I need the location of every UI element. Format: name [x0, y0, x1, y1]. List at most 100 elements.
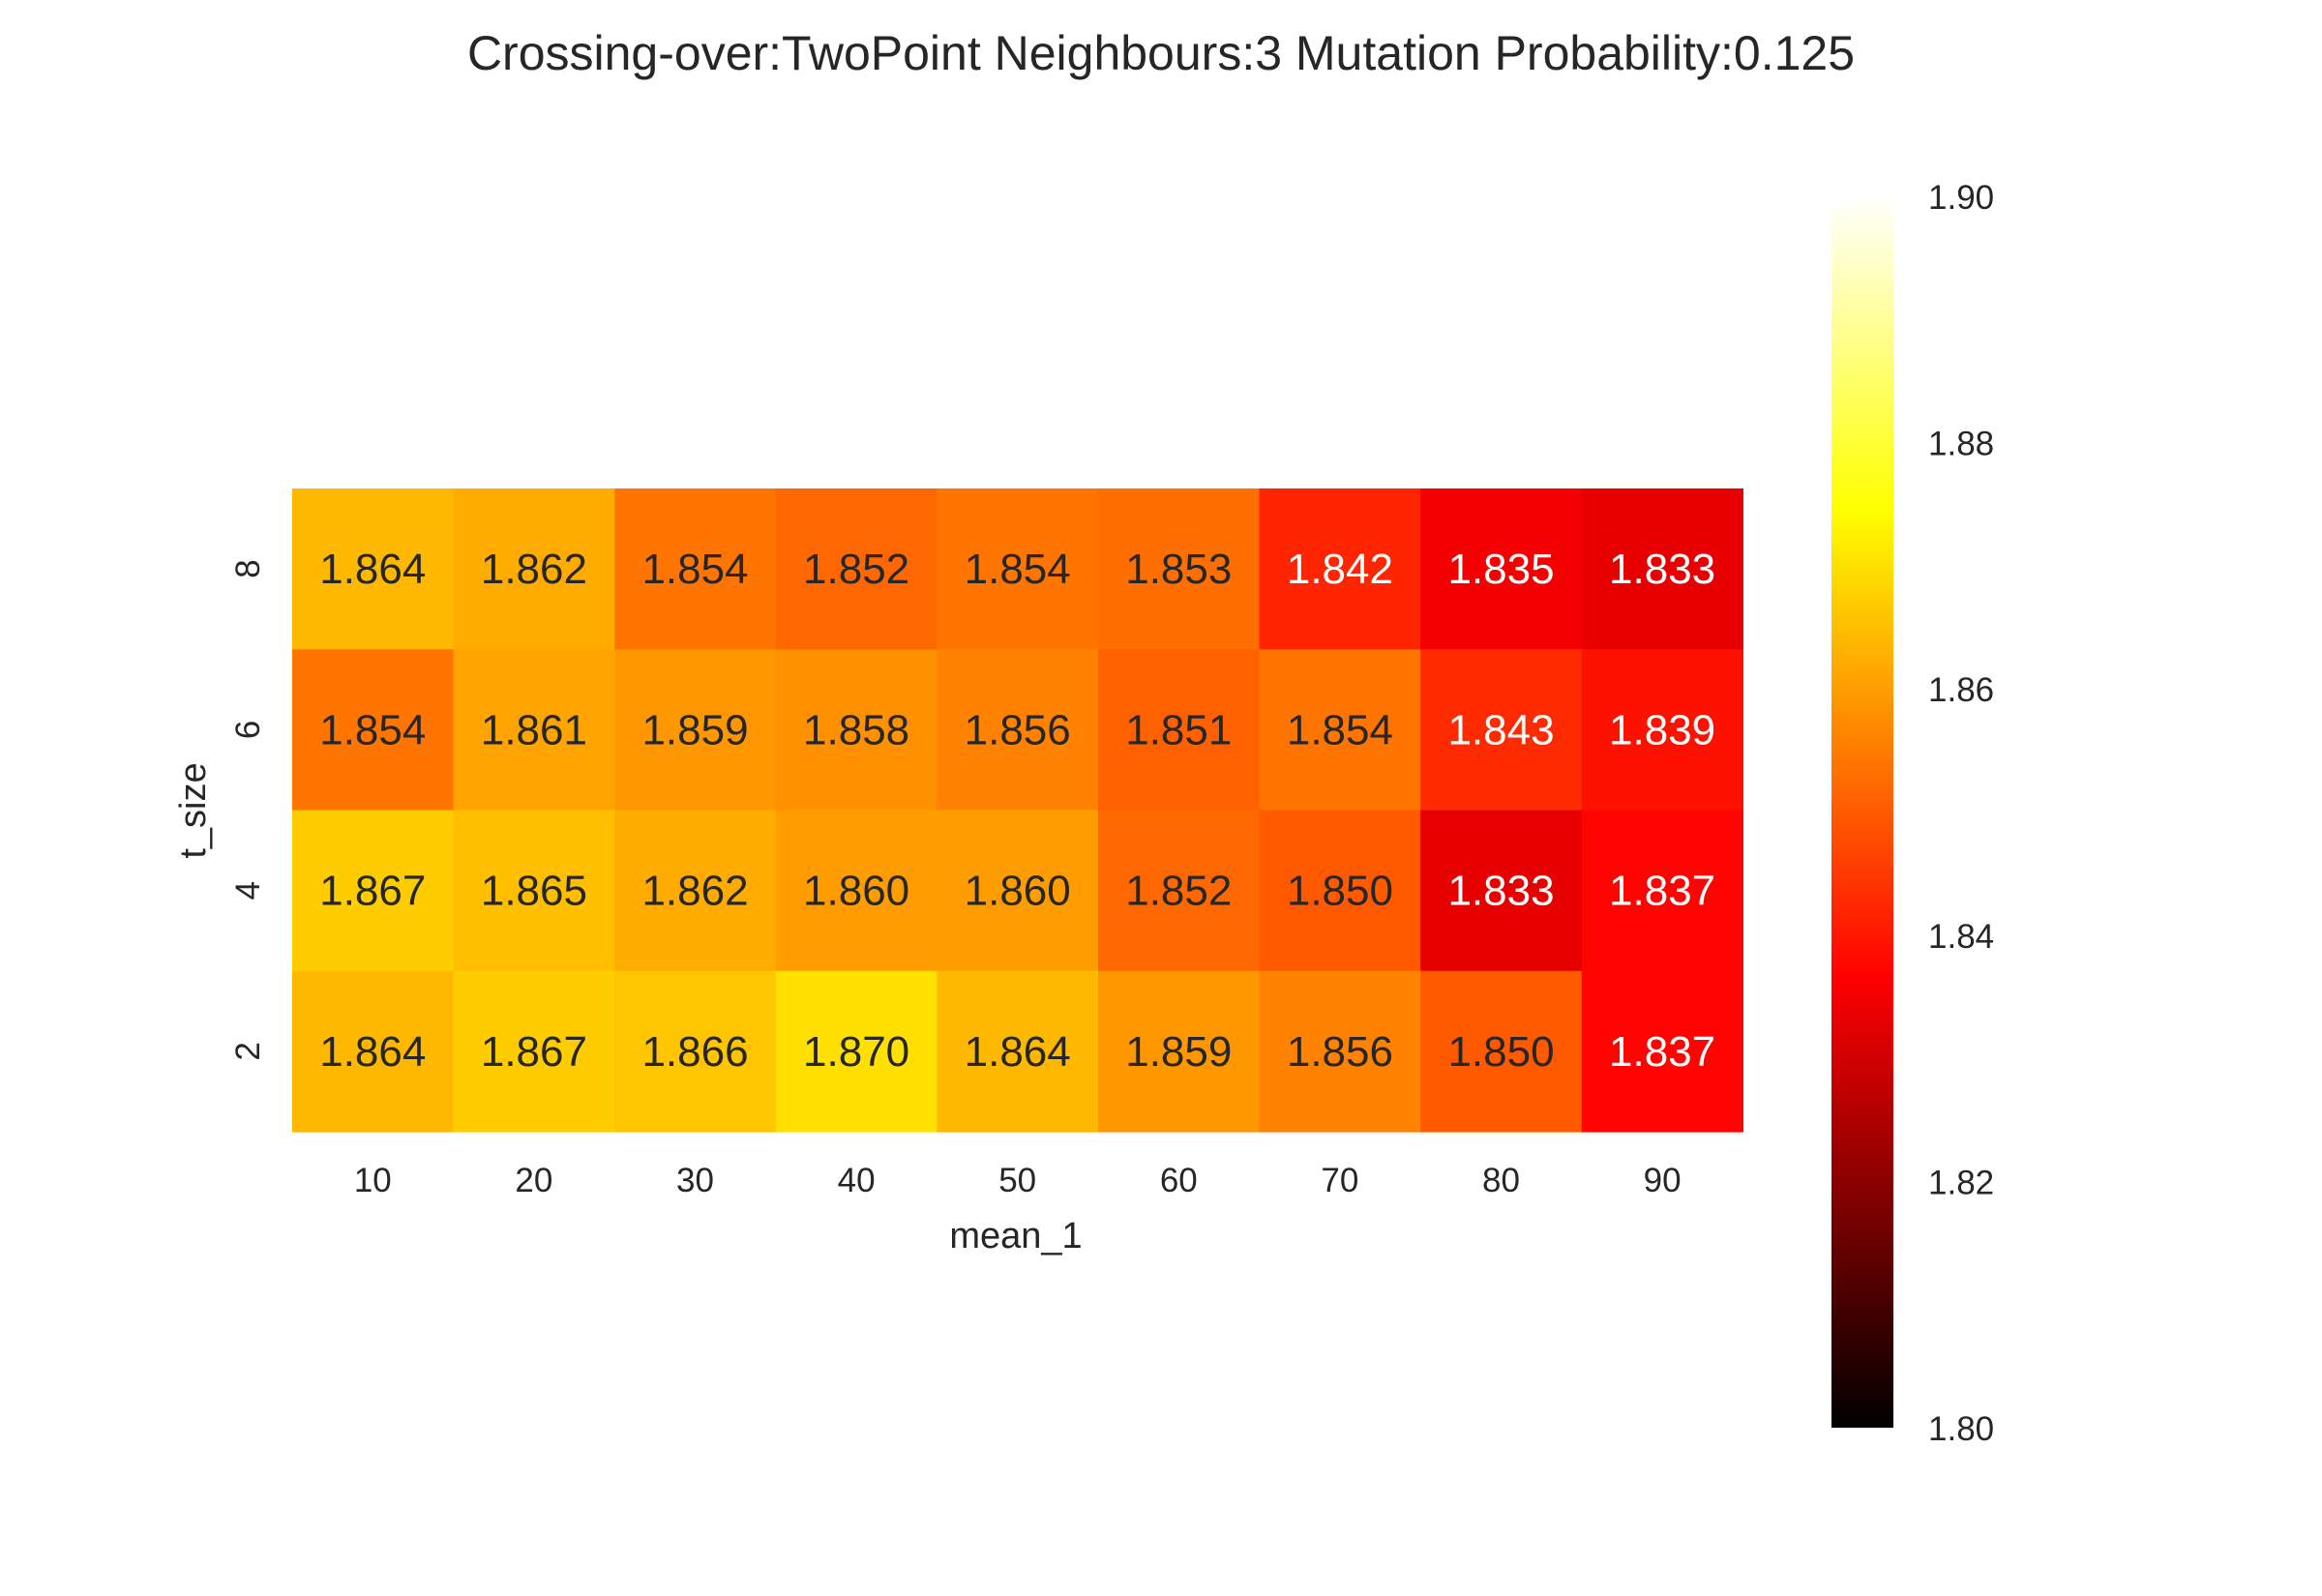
heatmap-cell [614, 970, 777, 1133]
x-tick-label: 90 [1644, 1162, 1682, 1199]
heatmap-cell [292, 810, 455, 972]
cell-value-label: 1.843 [1447, 706, 1554, 754]
heatmap-cell [775, 649, 938, 812]
heatmap-cell [937, 970, 1099, 1133]
cell-value-label: 1.864 [965, 1028, 1071, 1076]
cell-value-label: 1.833 [1609, 546, 1715, 593]
y-tick-label: 4 [229, 881, 267, 900]
heatmap-cell [1420, 488, 1583, 650]
heatmap-cell [775, 488, 938, 650]
y-axis-label: t_size [173, 762, 214, 858]
heatmap-cell [1420, 810, 1583, 972]
y-tick-label: 6 [229, 721, 267, 739]
heatmap-cell [614, 810, 777, 972]
cell-value-label: 1.854 [1287, 706, 1393, 754]
heatmap-cell [1420, 970, 1583, 1133]
cell-value-label: 1.864 [319, 1028, 426, 1076]
heatmap-cell [775, 810, 938, 972]
colorbar-ticks: 1.80 1.82 1.84 1.86 1.88 1.90 [1928, 179, 1994, 1448]
cell-value-label: 1.837 [1609, 1028, 1715, 1076]
colorbar-tick-label: 1.86 [1928, 671, 1994, 709]
cell-value-label: 1.856 [965, 706, 1071, 754]
heatmap-cell [1098, 488, 1261, 650]
cell-value-label: 1.851 [1125, 706, 1232, 754]
heatmap-cell [453, 488, 615, 650]
cell-value-label: 1.854 [965, 546, 1071, 593]
heatmap-cell [614, 488, 777, 650]
cell-value-label: 1.850 [1287, 868, 1393, 915]
heatmap-cell [1259, 488, 1421, 650]
colorbar-tick-label: 1.84 [1928, 918, 1994, 956]
colorbar-tick-label: 1.80 [1928, 1410, 1994, 1448]
cell-value-label: 1.853 [1125, 546, 1232, 593]
heatmap-cell [1259, 810, 1421, 972]
heatmap-cell [775, 970, 938, 1133]
cell-value-label: 1.867 [481, 1028, 587, 1076]
heatmap-cell [453, 649, 615, 812]
y-tick-label: 8 [229, 559, 267, 577]
cell-value-label: 1.856 [1287, 1028, 1393, 1076]
cell-value-label: 1.864 [319, 546, 426, 593]
x-tick-label: 10 [354, 1162, 392, 1199]
cell-value-label: 1.860 [965, 868, 1071, 915]
cell-value-label: 1.866 [641, 1028, 748, 1076]
cell-value-label: 1.862 [481, 546, 587, 593]
heatmap-cell [1098, 810, 1261, 972]
cell-value-label: 1.837 [1609, 868, 1715, 915]
y-tick-label: 2 [229, 1042, 267, 1060]
cell-value-label: 1.854 [641, 546, 748, 593]
cell-value-label: 1.861 [481, 706, 587, 754]
cell-value-label: 1.859 [1125, 1028, 1232, 1076]
x-tick-label: 30 [676, 1162, 714, 1199]
cell-value-label: 1.833 [1447, 868, 1554, 915]
heatmap-cell [292, 488, 455, 650]
heatmap-cell [1098, 970, 1261, 1133]
x-tick-label: 20 [515, 1162, 552, 1199]
x-tick-label: 40 [838, 1162, 876, 1199]
heatmap-cell [1581, 649, 1743, 812]
cell-value-label: 1.839 [1609, 706, 1715, 754]
heatmap-cell [1098, 649, 1261, 812]
cell-value-label: 1.854 [319, 706, 426, 754]
heatmap-cell [937, 488, 1099, 650]
heatmap-cell [1259, 649, 1421, 812]
heatmap-cell [1581, 810, 1743, 972]
heatmap-cell [614, 649, 777, 812]
colorbar-tick-label: 1.88 [1928, 426, 1994, 463]
heatmap-cell [1581, 488, 1743, 650]
cell-value-label: 1.870 [803, 1028, 909, 1076]
x-tick-label: 80 [1482, 1162, 1520, 1199]
colorbar-tick-label: 1.90 [1928, 179, 1994, 217]
heatmap-cell [1420, 649, 1583, 812]
cell-value-label: 1.865 [481, 868, 587, 915]
x-tick-label: 60 [1160, 1162, 1198, 1199]
cell-value-label: 1.867 [319, 868, 426, 915]
heatmap-cell [453, 970, 615, 1133]
heatmap-cell [1581, 970, 1743, 1133]
cell-value-label: 1.860 [803, 868, 909, 915]
y-axis-ticks: 8 6 4 2 [229, 559, 267, 1060]
colorbar-tick-label: 1.82 [1928, 1164, 1994, 1201]
heatmap-cell [453, 810, 615, 972]
x-axis-ticks: 10 20 30 40 50 60 70 80 90 [354, 1162, 1682, 1199]
cell-value-label: 1.852 [1125, 868, 1232, 915]
chart-title: Crossing-over:TwoPoint Neighbours:3 Muta… [467, 26, 1855, 80]
heatmap-cells: 1.864 1.862 1.854 1.852 1.854 1.853 1.842 1.835… [292, 488, 1743, 1133]
heatmap-cell [292, 649, 455, 812]
cell-value-label: 1.850 [1447, 1028, 1554, 1076]
cell-value-label: 1.835 [1447, 546, 1554, 593]
colorbar [1831, 196, 1893, 1428]
cell-value-label: 1.852 [803, 546, 909, 593]
heatmap-cell [937, 810, 1099, 972]
x-tick-label: 70 [1321, 1162, 1358, 1199]
cell-value-label: 1.842 [1287, 546, 1393, 593]
heatmap-cell [1259, 970, 1421, 1133]
x-axis-label: mean_1 [949, 1216, 1082, 1256]
heatmap-cell [292, 970, 455, 1133]
cell-value-label: 1.862 [641, 868, 748, 915]
x-tick-label: 50 [998, 1162, 1036, 1199]
heatmap-cell [937, 649, 1099, 812]
cell-value-label: 1.859 [641, 706, 748, 754]
cell-value-label: 1.858 [803, 706, 909, 754]
